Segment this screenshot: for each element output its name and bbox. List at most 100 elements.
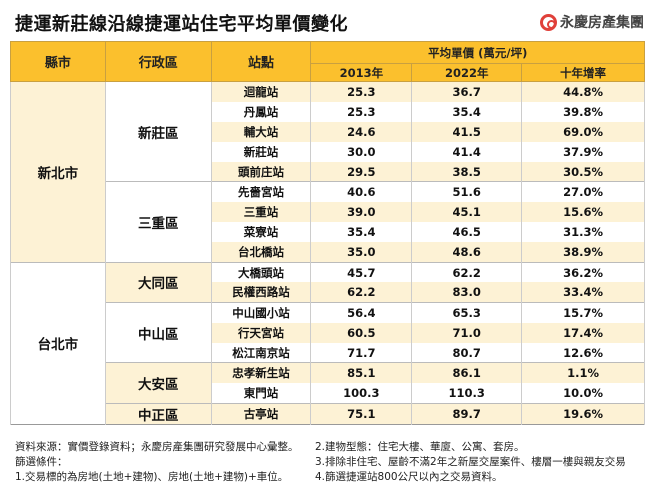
price-2013-cell: 85.1 [310,362,413,383]
table-row: 行天宮站 60.5 71.0 17.4% [11,322,645,343]
price-2022-cell: 110.3 [411,382,523,403]
table-row: 民權西路站 62.2 83.0 33.4% [11,282,645,303]
table-row: 台北橋站 35.0 48.6 38.9% [11,242,645,263]
yungching-logo-icon [540,13,557,31]
price-2013-cell: 60.5 [310,322,413,343]
table-row: 大安區 忠孝新生站 85.1 86.1 1.1% [11,362,645,403]
brand-name: 永慶房產集團 [560,15,644,31]
district-cell: 中山區 [104,302,212,363]
station-cell: 松江南京站 [210,342,312,363]
station-cell: 輔大站 [210,121,312,142]
header-station: 站點 [210,41,312,82]
growth-cell: 39.8% [521,101,645,122]
header-2022: 2022年 [411,63,523,82]
table-row: 東門站 100.3 110.3 10.0% [11,382,645,403]
table-row: 新莊站 30.0 41.4 37.9% [11,141,645,162]
table-row: 中正區 古亭站 75.1 89.7 19.6% [11,402,645,424]
price-2013-cell: 25.3 [310,101,413,122]
note-source: 資料來源：實價登錄資料；永慶房產集團研究發展中心彙整。 [15,441,299,453]
note-3: 3.排除非住宅、屋齡不滿2年之新屋交屋案件、樓層一樓與親友交易 [315,456,626,468]
table-row: 新北市 新莊區 迴龍站 25.3 36.7 44.8% [10,80,645,263]
price-2013-cell: 75.1 [310,402,413,424]
price-2022-cell: 35.4 [411,101,523,122]
header-growth: 十年增率 [521,63,645,82]
growth-cell: 37.9% [521,141,645,162]
station-cell: 三重站 [210,202,312,223]
price-2022-cell: 48.6 [411,242,523,263]
district-cell: 大同區 [104,261,212,303]
price-2022-cell: 46.5 [411,222,523,243]
price-2013-cell: 71.7 [310,342,413,363]
note-2: 2.建物型態：住宅大樓、華廈、公寓、套房。 [315,441,525,453]
header-district: 行政區 [104,41,212,82]
county-cell: 新北市 [10,81,106,263]
growth-cell: 15.6% [521,202,645,223]
station-cell: 忠孝新生站 [210,362,312,383]
price-2013-cell: 24.6 [310,121,413,142]
station-cell: 台北橋站 [210,242,312,263]
price-2022-cell: 41.4 [411,141,523,162]
note-filter-label: 篩選條件： [15,456,68,468]
station-cell: 迴龍站 [210,80,312,102]
growth-cell: 1.1% [521,362,645,383]
growth-cell: 17.4% [521,322,645,343]
growth-cell: 69.0% [521,121,645,142]
table-row: 三重區 先嗇宮站 40.6 51.6 27.0% [11,181,645,263]
table-row: 松江南京站 71.7 80.7 12.6% [11,342,645,363]
price-2022-cell: 83.0 [411,282,523,303]
price-2022-cell: 51.6 [411,181,523,203]
price-2022-cell: 62.2 [411,261,523,283]
table-row: 輔大站 24.6 41.5 69.0% [11,121,645,142]
station-cell: 新莊站 [210,141,312,162]
price-2022-cell: 80.7 [411,342,523,363]
growth-cell: 12.6% [521,342,645,363]
price-2013-cell: 29.5 [310,161,413,182]
note-1: 1.交易標的為房地(土地+建物)、房地(土地+建物)+車位。 [15,471,289,483]
price-2013-cell: 30.0 [310,141,413,162]
price-2013-cell: 62.2 [310,282,413,303]
growth-cell: 27.0% [521,181,645,203]
growth-cell: 10.0% [521,382,645,403]
price-2013-cell: 40.6 [310,181,413,203]
price-2013-cell: 25.3 [310,80,413,102]
price-2013-cell: 35.4 [310,222,413,243]
growth-cell: 31.3% [521,222,645,243]
growth-cell: 33.4% [521,282,645,303]
price-2022-cell: 38.5 [411,161,523,182]
district-cell: 新莊區 [104,80,212,182]
table-row: 中山區 中山國小站 56.4 65.3 15.7% [11,302,645,363]
price-2022-cell: 86.1 [411,362,523,383]
station-cell: 民權西路站 [210,282,312,303]
header-2013: 2013年 [310,63,413,82]
price-2022-cell: 41.5 [411,121,523,142]
price-2013-cell: 39.0 [310,202,413,223]
price-2022-cell: 89.7 [411,402,523,424]
district-cell: 大安區 [104,362,212,403]
table-row: 台北市 大同區 大橋頭站 45.7 62.2 36.2% [10,261,645,424]
page-title: 捷運新莊線沿線捷運站住宅平均單價變化 [15,14,348,35]
header-price-group: 平均單價 (萬元/坪) [310,41,645,64]
header-county: 縣市 [10,41,106,82]
growth-cell: 15.7% [521,302,645,323]
station-cell: 丹鳳站 [210,101,312,122]
district-cell: 三重區 [104,181,212,263]
station-cell: 中山國小站 [210,302,312,323]
price-2013-cell: 45.7 [310,261,413,283]
price-2022-cell: 65.3 [411,302,523,323]
station-cell: 菜寮站 [210,222,312,243]
footnotes: 資料來源：實價登錄資料；永慶房產集團研究發展中心彙整。 篩選條件： 1.交易標的… [15,440,626,485]
price-2013-cell: 35.0 [310,242,413,263]
station-cell: 頭前庄站 [210,161,312,182]
growth-cell: 30.5% [521,161,645,182]
station-cell: 東門站 [210,382,312,403]
table-row: 菜寮站 35.4 46.5 31.3% [11,222,645,243]
price-2022-cell: 36.7 [411,80,523,102]
county-cell: 台北市 [10,261,106,424]
district-cell: 中正區 [104,402,212,424]
brand-logo: 永慶房產集團 [540,12,644,32]
station-cell: 古亭站 [210,402,312,424]
price-2013-cell: 100.3 [310,382,413,403]
price-2013-cell: 56.4 [310,302,413,323]
station-cell: 行天宮站 [210,322,312,343]
table-row: 三重站 39.0 45.1 15.6% [11,202,645,223]
